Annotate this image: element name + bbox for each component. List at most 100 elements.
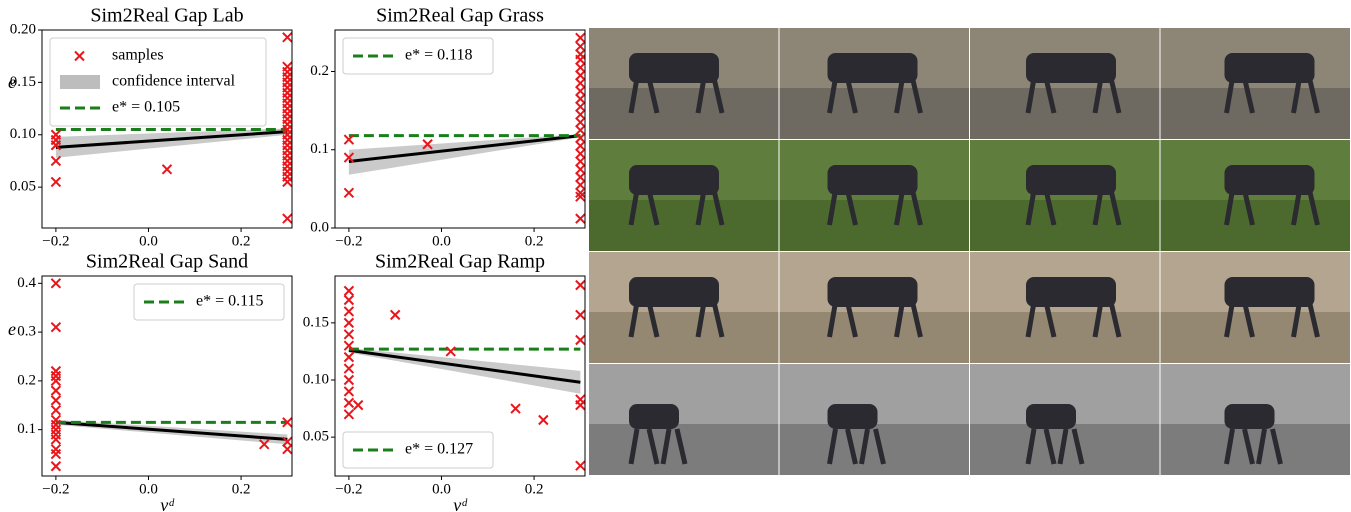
y-tick-label: 0.15 <box>10 74 36 90</box>
y-tick-label: 0.2 <box>17 372 36 388</box>
sample-marker <box>51 386 60 395</box>
chart-title: Sim2Real Gap Lab <box>90 5 243 27</box>
y-tick-label: 0.20 <box>10 21 36 37</box>
y-tick-label: 0.10 <box>303 371 329 387</box>
sample-marker <box>283 445 292 454</box>
sample-marker <box>51 376 60 385</box>
sample-marker <box>576 336 585 345</box>
sample-marker <box>576 71 585 80</box>
photo-floor <box>1161 424 1351 475</box>
legend: e* = 0.115 <box>134 284 284 320</box>
y-tick-label: 0.1 <box>17 421 36 437</box>
sample-marker <box>51 367 60 376</box>
y-tick-label: 0.2 <box>310 63 329 79</box>
y-tick-label: 0.4 <box>17 275 36 291</box>
sample-marker <box>576 149 585 158</box>
sample-marker <box>511 404 520 413</box>
legend-label: e* = 0.105 <box>112 99 180 116</box>
x-tick-label: 0.2 <box>525 233 544 249</box>
sample-marker <box>576 310 585 319</box>
legend: samples confidence interval e* = 0.105 <box>50 38 266 126</box>
robot-body <box>1026 404 1076 429</box>
robot-body <box>1225 404 1275 429</box>
sample-marker <box>163 165 172 174</box>
sample-marker <box>283 177 292 186</box>
x-tick-label: −0.2 <box>335 481 362 497</box>
sample-marker <box>576 79 585 88</box>
sample-marker <box>51 279 60 288</box>
sample-marker <box>576 126 585 135</box>
photo-floor <box>970 200 1160 251</box>
sample-marker <box>344 330 353 339</box>
chart: Sim2Real Gap Sandevᵈ−0.20.00.20.10.20.30… <box>8 251 292 512</box>
legend-label: e* = 0.115 <box>196 293 264 310</box>
legend-swatch <box>60 75 100 89</box>
x-tick-label: −0.2 <box>335 233 362 249</box>
sample-marker <box>283 33 292 42</box>
sample-marker <box>576 110 585 119</box>
sample-marker <box>576 157 585 166</box>
sample-marker <box>576 33 585 42</box>
x-tick-label: 0.0 <box>139 481 158 497</box>
sample-marker <box>51 372 60 381</box>
sample-marker <box>354 401 363 410</box>
sample-marker <box>344 307 353 316</box>
photo-floor <box>589 88 779 139</box>
sample-marker <box>51 425 60 434</box>
y-axis-label: e <box>8 319 16 339</box>
photo-floor <box>1161 312 1351 363</box>
x-tick-label: 0.2 <box>232 233 251 249</box>
sample-marker <box>576 42 585 51</box>
legend-label: samples <box>112 47 164 64</box>
sample-marker <box>576 461 585 470</box>
sample-marker <box>576 63 585 72</box>
sample-marker <box>576 281 585 290</box>
sample-marker <box>576 214 585 223</box>
photo-floor <box>780 200 970 251</box>
x-tick-label: 0.0 <box>432 233 451 249</box>
sample-marker <box>344 410 353 419</box>
fit-line <box>349 350 580 382</box>
x-axis-label: vᵈ <box>453 495 468 512</box>
chart-title: Sim2Real Gap Grass <box>376 5 544 27</box>
sample-marker <box>576 87 585 96</box>
photo-floor <box>970 88 1160 139</box>
sample-marker <box>576 141 585 150</box>
x-tick-label: −0.2 <box>42 233 69 249</box>
photo-floor <box>589 200 779 251</box>
sample-marker <box>576 401 585 410</box>
sample-marker <box>344 318 353 327</box>
chart-title: Sim2Real Gap Sand <box>86 251 248 273</box>
y-tick-label: 0.15 <box>303 314 329 330</box>
sample-marker <box>576 118 585 127</box>
y-tick-label: 0.05 <box>10 179 36 195</box>
fit-line <box>56 422 287 439</box>
sample-marker <box>576 180 585 189</box>
x-axis-label: vᵈ <box>160 495 175 512</box>
sample-marker <box>283 214 292 223</box>
legend-label: e* = 0.118 <box>405 47 473 64</box>
legend-label: confidence interval <box>112 73 236 90</box>
x-tick-label: 0.2 <box>525 481 544 497</box>
sample-marker <box>539 416 548 425</box>
sample-marker <box>51 435 60 444</box>
sample-marker <box>51 430 60 439</box>
sample-marker <box>576 94 585 103</box>
sample-marker <box>344 188 353 197</box>
sample-marker <box>51 406 60 415</box>
y-tick-label: 0.0 <box>310 219 329 235</box>
x-tick-label: 0.0 <box>139 233 158 249</box>
y-tick-label: 0.3 <box>17 324 36 340</box>
robot-body <box>828 404 878 429</box>
x-tick-label: 0.0 <box>432 481 451 497</box>
sample-marker <box>51 445 60 454</box>
chart-title: Sim2Real Gap Ramp <box>375 251 545 273</box>
photo-floor <box>970 312 1160 363</box>
legend: e* = 0.118 <box>343 38 493 74</box>
sample-marker <box>51 323 60 332</box>
photo-floor <box>1161 200 1351 251</box>
photo-floor <box>780 88 970 139</box>
y-tick-label: 0.10 <box>10 126 36 142</box>
y-tick-label: 0.1 <box>310 141 329 157</box>
